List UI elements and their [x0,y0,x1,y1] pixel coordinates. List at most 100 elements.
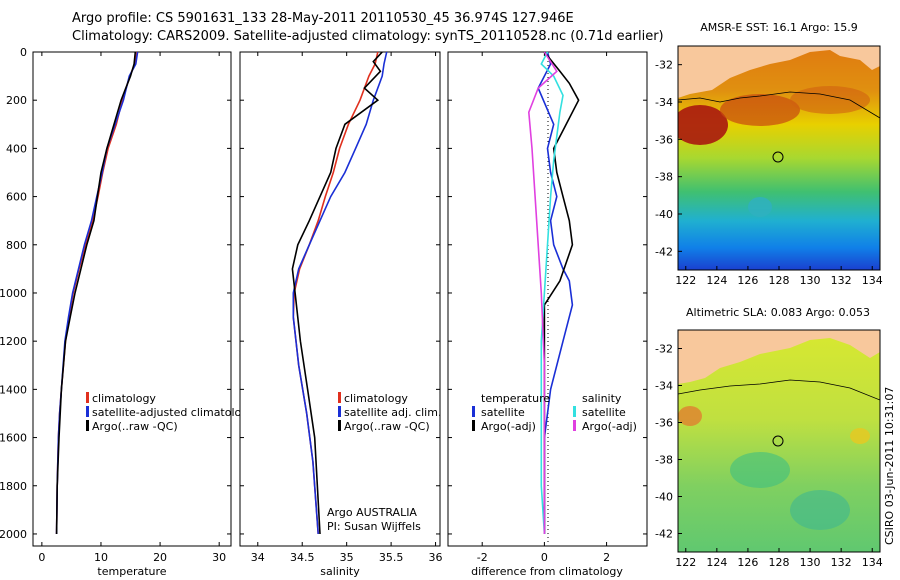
note-pi: PI: Susan Wijffels [327,520,421,533]
x-tick-label: -2 [477,551,488,564]
map-x-tick-label: 134 [862,274,883,287]
series-satellite-adj-clim [292,51,388,535]
map-x-tick-label: 128 [769,556,790,569]
map-x-tick-label: 124 [706,556,727,569]
y-tick-label: 400 [6,142,27,155]
y-tick-label: 0 [20,46,27,59]
map-x-tick-label: 130 [800,274,821,287]
legend-argo: Argo(..raw -QC) [344,420,430,433]
series-salinity-argo-adj [527,51,558,534]
sla-map: Altimetric SLA: 0.083 Argo: 0.053 122 124… [655,306,883,569]
series-argo-raw-qc [55,51,137,535]
legend-swatch-satellite [338,406,341,417]
csiro-timestamp: CSIRO 03-Jun-2011 10:31:07 [883,387,896,545]
map-y-tick-label: -38 [655,454,673,467]
map-y-tick-label: -40 [655,208,673,221]
map-x-tick-label: 132 [831,274,852,287]
legend-satellite: satellite adj. clim. [344,406,441,419]
legend-swatch-temp-satellite [472,406,475,417]
legend-climatology: climatology [344,392,408,405]
legend-climatology: climatology [92,392,156,405]
series-argo-raw-qc [291,51,383,535]
legend-salinity-title: salinity [582,392,622,405]
x-tick-label: 30 [212,551,226,564]
sst-land [678,46,880,98]
x-tick-label: 0 [38,551,45,564]
map-x-tick-label: 134 [862,556,883,569]
map-y-tick-label: -40 [655,491,673,504]
low-sla-patch-south [790,490,850,530]
map-y-tick-label: -42 [655,528,673,541]
legend-satellite: satellite-adjusted climatology [92,406,255,419]
title-line-2: Climatology: CARS2009. Satellite-adjuste… [72,29,664,44]
temperature-legend: climatology satellite-adjusted climatolo… [86,392,255,433]
temperature-plot-frame [32,51,232,547]
map-x-tick-label: 128 [769,274,790,287]
cool-patch [748,197,772,217]
map-x-tick-label: 122 [675,556,696,569]
y-tick-label: 1400 [0,383,27,396]
title-line-1: Argo profile: CS 5901631_133 28-May-2011… [72,11,574,26]
map-y-tick-label: -36 [655,133,673,146]
sst-map-title: AMSR-E SST: 16.1 Argo: 15.9 [700,21,858,34]
legend-temp-argo: Argo(-adj) [481,420,536,433]
x-tick-label: 35.5 [379,551,404,564]
legend-temp-satellite: satellite [481,406,525,419]
sla-land [678,330,880,384]
low-sla-patch [730,452,790,488]
y-tick-label: 2000 [0,528,27,541]
warm-patch-east [790,86,870,114]
note-argo-australia: Argo AUSTRALIA [327,506,417,519]
map-y-tick-label: -34 [655,380,673,393]
warm-patch [720,94,800,126]
legend-swatch-climatology [338,392,341,403]
salinity-xlabel: salinity [320,565,360,578]
y-tick-label: 600 [6,191,27,204]
legend-argo: Argo(..raw -QC) [92,420,178,433]
salinity-plot-frame [239,51,441,547]
legend-temperature-title: temperature [481,392,550,405]
x-tick-label: 35 [340,551,354,564]
high-sla-patch-east [850,428,870,444]
difference-legend: temperature satellite Argo(-adj) salinit… [472,392,637,433]
legend-swatch-argo [86,420,89,431]
salinity-panel: 34 34.5 35 35.5 36 salinity climatology sate… [239,51,443,578]
map-x-tick-label: 122 [675,274,696,287]
difference-panel: -2 0 2 difference from climatology tempera… [447,51,648,578]
high-sla-patch [678,406,702,426]
map-y-tick-label: -32 [655,343,673,356]
map-x-tick-label: 126 [737,556,758,569]
x-tick-label: 20 [153,551,167,564]
map-x-tick-label: 126 [737,274,758,287]
y-tick-label: 1000 [0,287,27,300]
legend-swatch-temp-argo [472,420,475,431]
x-tick-label: 10 [94,551,108,564]
legend-swatch-climatology [86,392,89,403]
map-x-tick-label: 130 [800,556,821,569]
sla-contour [678,379,880,401]
map-y-tick-label: -32 [655,59,673,72]
sst-contour [678,91,880,119]
map-x-tick-label: 132 [831,556,852,569]
y-tick-label: 1800 [0,480,27,493]
sla-argo-marker [772,435,784,447]
x-tick-label: 34 [251,551,265,564]
x-tick-label: 36 [429,551,443,564]
map-y-tick-label: -36 [655,417,673,430]
temperature-xlabel: temperature [97,565,166,578]
y-tick-label: 200 [6,94,27,107]
map-x-tick-label: 124 [706,274,727,287]
x-tick-label: 34.5 [290,551,315,564]
salinity-legend: climatology satellite adj. clim. Argo(..… [338,392,441,433]
series-temperature-satellite [537,51,574,534]
x-tick-label: 2 [603,551,610,564]
warm-core-patch [678,105,728,145]
map-y-tick-label: -38 [655,171,673,184]
x-tick-label: 0 [541,551,548,564]
sst-map: AMSR-E SST: 16.1 Argo: 15.9 122 124 126 128… [655,21,883,287]
y-tick-label: 1200 [0,335,27,348]
y-tick-label: 1600 [0,432,27,445]
legend-swatch-sal-argo [573,420,576,431]
sla-map-title: Altimetric SLA: 0.083 Argo: 0.053 [686,306,870,319]
